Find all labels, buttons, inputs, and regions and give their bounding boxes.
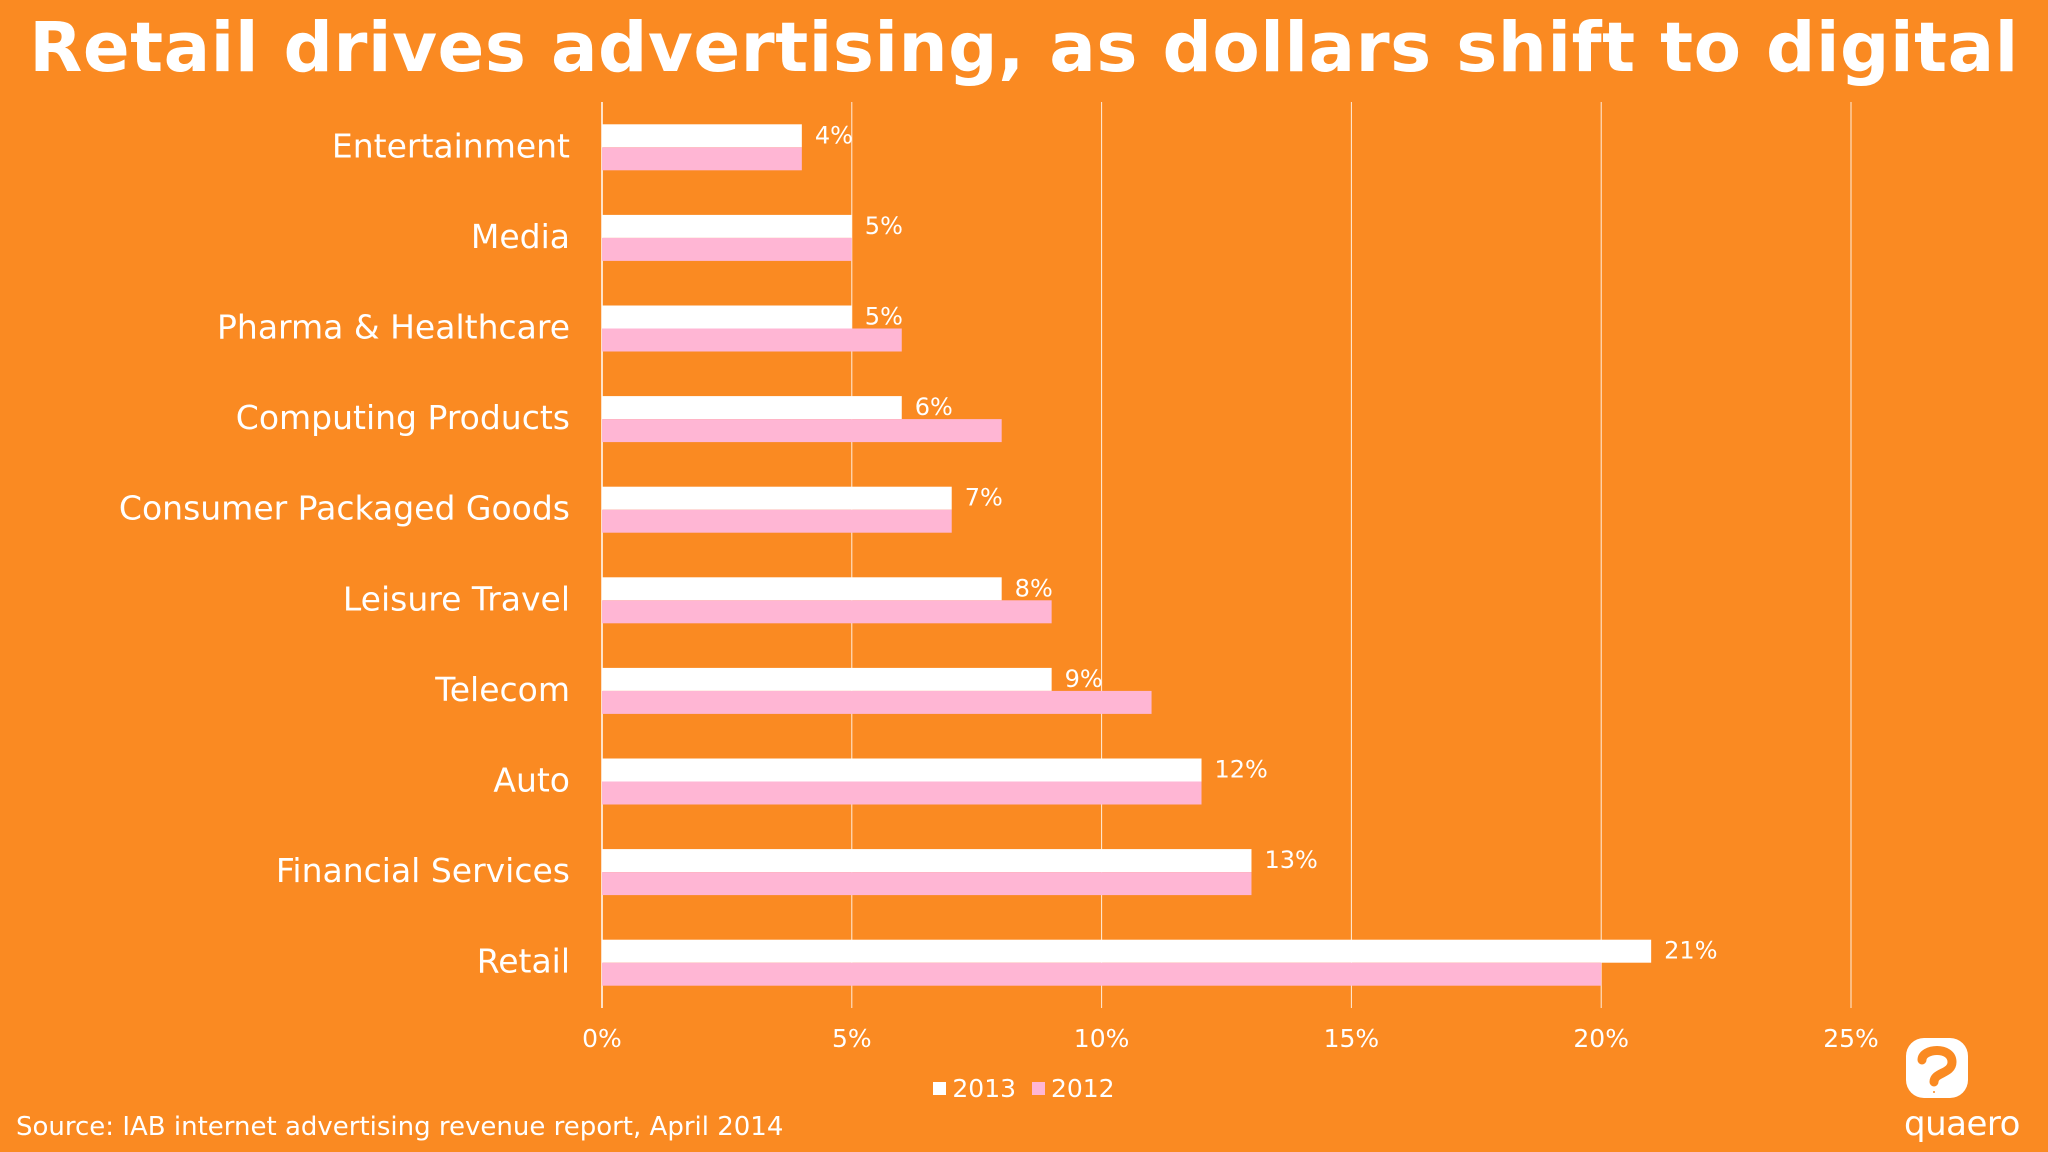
bar-2013-7 [602, 758, 1202, 782]
bar-2012-1 [602, 237, 852, 261]
x-tick-label: 0% [582, 1024, 622, 1053]
bar-2012-8 [602, 872, 1252, 896]
data-label-2013: 4% [815, 121, 853, 149]
x-tick-label: 5% [832, 1024, 872, 1053]
data-label-2013: 6% [915, 393, 953, 421]
bar-2013-5 [602, 577, 1002, 601]
data-label-2013: 5% [865, 303, 903, 331]
source-note: Source: IAB internet advertising revenue… [16, 1112, 784, 1142]
x-tick-label: 10% [1074, 1024, 1130, 1053]
bar-2013-6 [602, 667, 1052, 691]
category-label: Leisure Travel [343, 579, 570, 618]
category-label: Pharma & Healthcare [217, 308, 570, 347]
bar-2012-7 [602, 781, 1202, 805]
category-label: Auto [493, 761, 570, 800]
quaero-logo-icon [1906, 1038, 1968, 1098]
chart-title: Retail drives advertising, as dollars sh… [29, 8, 2019, 88]
quaero-logo: quaero [1904, 1036, 2036, 1144]
bar-2012-5 [602, 600, 1052, 624]
data-label-2013: 21% [1664, 937, 1717, 965]
bar-2013-3 [602, 396, 902, 420]
data-label-2013: 13% [1264, 846, 1317, 874]
category-label: Entertainment [332, 126, 570, 165]
bar-2012-2 [602, 328, 902, 352]
bar-2013-0 [602, 124, 802, 148]
bar-2012-3 [602, 419, 1002, 443]
bar-2013-2 [602, 305, 852, 329]
bar-2013-4 [602, 486, 952, 510]
category-label: Telecom [434, 670, 570, 709]
data-label-2013: 12% [1215, 756, 1268, 784]
legend-item-2013: 2013 [933, 1074, 1016, 1103]
bar-2013-9 [602, 939, 1652, 963]
x-tick-label: 15% [1324, 1024, 1380, 1053]
bar-2012-9 [602, 962, 1602, 986]
data-label-2013: 9% [1065, 665, 1103, 693]
x-tick-label: 25% [1823, 1024, 1879, 1053]
category-label: Consumer Packaged Goods [119, 489, 570, 528]
legend-item-2012: 2012 [1031, 1074, 1115, 1103]
legend-label-2012: 2012 [1050, 1074, 1115, 1103]
bar-2012-4 [602, 509, 952, 533]
legend-swatch-2012 [1031, 1082, 1045, 1095]
legend-label-2013: 2013 [952, 1074, 1017, 1103]
bar-2013-8 [602, 849, 1252, 873]
legend-swatch-2013 [933, 1082, 947, 1095]
category-label: Media [471, 217, 570, 256]
category-label: Financial Services [276, 851, 570, 890]
quaero-logo-text: quaero [1904, 1104, 2020, 1144]
x-tick-label: 20% [1573, 1024, 1629, 1053]
bar-2012-0 [602, 147, 802, 171]
bar-2012-6 [602, 690, 1152, 714]
data-label-2013: 8% [1015, 574, 1053, 602]
category-label: Retail [477, 942, 570, 981]
bar-2013-1 [602, 214, 852, 238]
data-label-2013: 5% [865, 212, 903, 240]
category-label: Computing Products [236, 398, 570, 437]
data-label-2013: 7% [965, 484, 1003, 512]
legend: 2013 2012 [0, 1072, 2048, 1103]
